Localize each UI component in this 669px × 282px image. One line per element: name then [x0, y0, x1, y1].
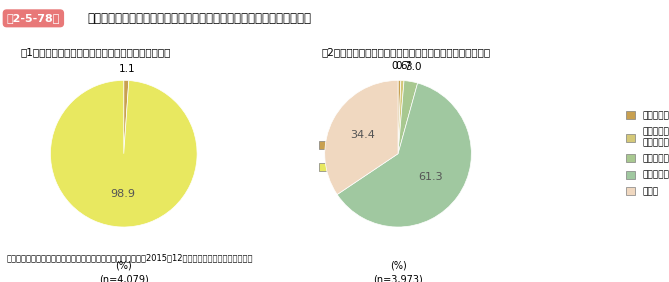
Text: (n=4,079): (n=4,079)	[99, 275, 149, 282]
Text: (n=3,973): (n=3,973)	[373, 275, 423, 282]
Text: 61.3: 61.3	[418, 172, 443, 182]
Text: （1）クラウドファンディングによる資金調達の経験: （1）クラウドファンディングによる資金調達の経験	[20, 47, 171, 57]
Legend: 利用している、
過去に利用したことがある, 利用したことがない: 利用している、 過去に利用したことがある, 利用したことがない	[315, 131, 403, 176]
Text: (%): (%)	[389, 260, 407, 270]
Text: 1.1: 1.1	[118, 64, 135, 74]
Text: 34.4: 34.4	[350, 130, 375, 140]
Wedge shape	[50, 80, 197, 227]
Text: 中小企業のクラウドファンディングによる資金調達の経験と今後の意向: 中小企業のクラウドファンディングによる資金調達の経験と今後の意向	[87, 12, 311, 25]
Text: 0.6: 0.6	[391, 61, 408, 71]
Wedge shape	[398, 81, 417, 154]
Text: （2）クラウドファンディングによる資金調達の今後の意向: （2）クラウドファンディングによる資金調達の今後の意向	[321, 47, 490, 57]
Text: 第2-5-78図: 第2-5-78図	[7, 13, 60, 23]
Wedge shape	[324, 80, 398, 195]
Text: 資料：中小企業庁委託「中小企業の資金調達に関する調査」（2015年12月、みずほ総合研究所（株））: 資料：中小企業庁委託「中小企業の資金調達に関する調査」（2015年12月、みずほ…	[7, 254, 253, 263]
Text: 0.7: 0.7	[395, 61, 411, 71]
Wedge shape	[398, 80, 404, 154]
Text: (%): (%)	[115, 260, 132, 270]
Wedge shape	[124, 80, 129, 154]
Wedge shape	[337, 83, 472, 227]
Text: 3.0: 3.0	[405, 62, 421, 72]
Wedge shape	[398, 80, 401, 154]
Legend: 積極的に利用する, 金融機関からの借入の状
況次第で利用を検討する, 利用しない, 分からない, その他: 積極的に利用する, 金融機関からの借入の状 況次第で利用を検討する, 利用しない…	[623, 108, 669, 200]
Text: 98.9: 98.9	[110, 189, 135, 199]
